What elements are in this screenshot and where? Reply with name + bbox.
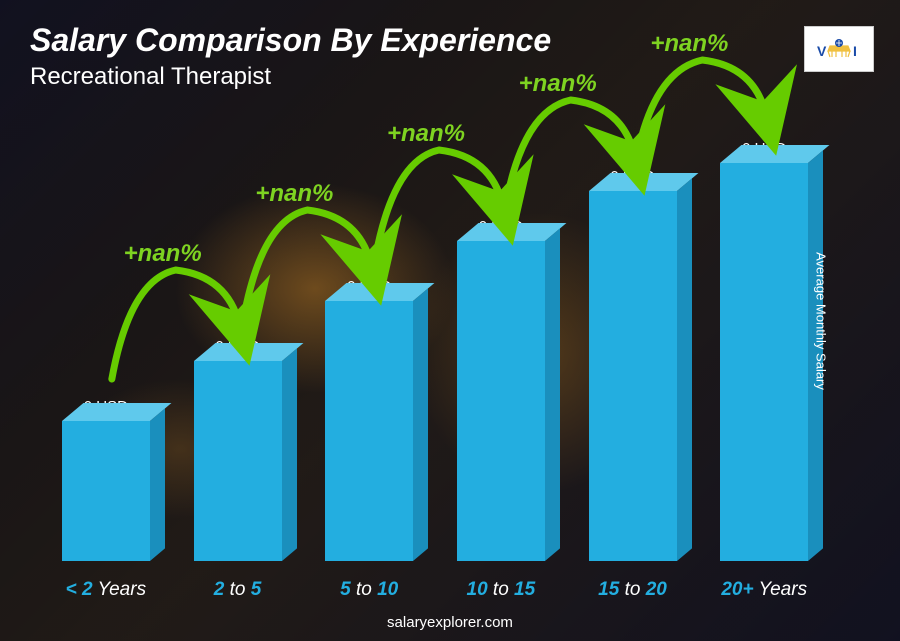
bar: [194, 361, 282, 561]
bar-front-face: [194, 361, 282, 561]
bar: [720, 163, 808, 561]
x-axis-label: 2 to 5: [172, 579, 304, 601]
bar-group: 0 USD: [698, 140, 830, 561]
chart-title: Salary Comparison By Experience: [30, 22, 780, 59]
bar-front-face: [325, 301, 413, 561]
x-axis-labels: < 2 Years2 to 55 to 1010 to 1515 to 2020…: [40, 579, 830, 601]
bar: [325, 301, 413, 561]
bar-group: 0 USD: [435, 140, 567, 561]
flag-letter-i: I: [853, 43, 857, 59]
flag-usvi: V I: [804, 26, 874, 72]
bar-front-face: [720, 163, 808, 561]
flag-letter-v: V: [817, 43, 827, 59]
bar-chart: 0 USD0 USD0 USD0 USD0 USD0 USD: [40, 140, 830, 561]
bar-side-face: [413, 288, 428, 561]
bar-group: 0 USD: [40, 140, 172, 561]
bar-side-face: [150, 408, 165, 561]
bar-front-face: [589, 191, 677, 561]
x-axis-label: 10 to 15: [435, 579, 567, 601]
pct-increase-label: +nan%: [124, 240, 202, 268]
bar-front-face: [457, 241, 545, 561]
footer-attribution: salaryexplorer.com: [0, 614, 900, 631]
pct-increase-label: +nan%: [387, 120, 465, 148]
bar-side-face: [677, 178, 692, 561]
bar-side-face: [545, 228, 560, 561]
bar-front-face: [62, 421, 150, 561]
pct-increase-label: +nan%: [255, 180, 333, 208]
bar: [589, 191, 677, 561]
bar: [62, 421, 150, 561]
bar-group: 0 USD: [567, 140, 699, 561]
x-axis-label: 5 to 10: [303, 579, 435, 601]
title-area: Salary Comparison By Experience Recreati…: [30, 22, 780, 91]
flag-svg: V I: [809, 30, 869, 68]
bar: [457, 241, 545, 561]
bar-side-face: [282, 348, 297, 561]
x-axis-label: < 2 Years: [40, 579, 172, 601]
x-axis-label: 20+ Years: [698, 579, 830, 601]
y-axis-label: Average Monthly Salary: [814, 252, 829, 390]
x-axis-label: 15 to 20: [567, 579, 699, 601]
chart-subtitle: Recreational Therapist: [30, 63, 780, 91]
